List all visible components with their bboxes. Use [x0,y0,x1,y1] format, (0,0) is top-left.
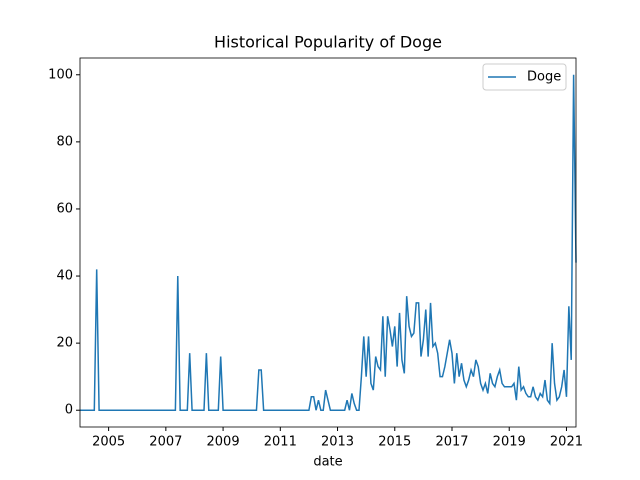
x-axis-label: date [313,455,342,470]
y-tick-label: 100 [48,67,73,82]
chart-title: Historical Popularity of Doge [214,33,442,52]
x-tick-label: 2013 [321,435,354,450]
y-tick-label: 20 [56,336,73,351]
x-tick-label: 2019 [493,435,526,450]
legend-label: Doge [527,70,561,85]
y-tick-label: 60 [56,201,73,216]
y-tick-label: 80 [56,134,73,149]
x-tick-label: 2007 [149,435,182,450]
x-tick-label: 2015 [378,435,411,450]
data-line [80,74,577,411]
x-tick-label: 2021 [550,435,583,450]
legend-box [482,63,567,91]
plot-frame [79,57,577,428]
x-tick-label: 2009 [207,435,240,450]
y-tick-label: 40 [56,269,73,284]
x-tick-label: 2011 [264,435,297,450]
x-tick-label: 2005 [92,435,125,450]
y-tick-label: 0 [65,403,73,418]
x-tick-label: 2017 [435,435,468,450]
